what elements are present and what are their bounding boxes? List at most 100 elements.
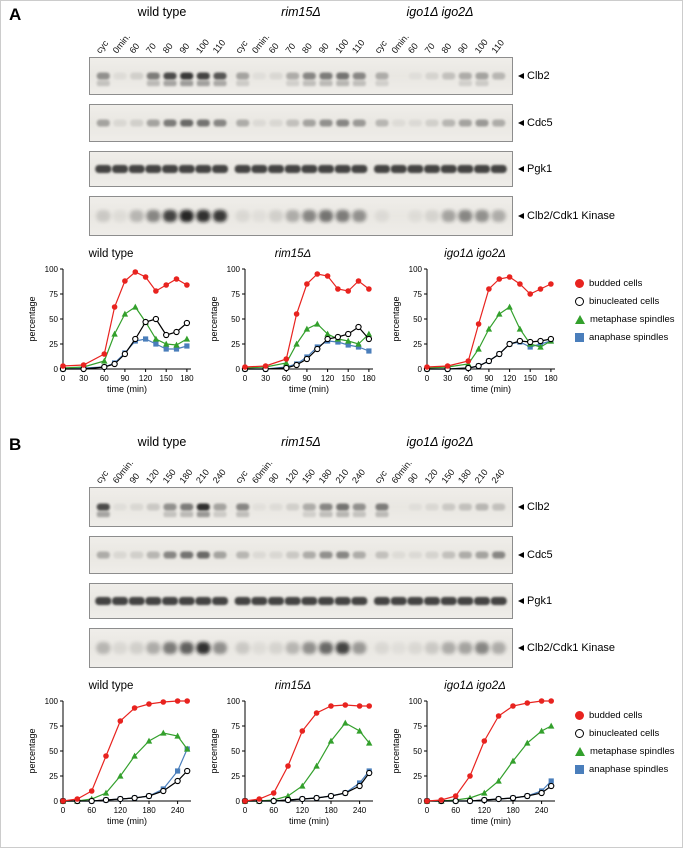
svg-text:70: 70 xyxy=(144,41,158,55)
blot-image xyxy=(89,151,513,187)
svg-text:240: 240 xyxy=(535,806,549,815)
genotype-wild-type: wild type xyxy=(137,435,187,449)
chart-b-rim15: rim15Δ 0 25 50 75 100 0 60 120 180 240 percentage t… xyxy=(209,680,377,827)
svg-text:cyc: cyc xyxy=(94,468,110,485)
svg-text:100: 100 xyxy=(227,265,241,274)
arrowhead-left-icon xyxy=(518,73,524,79)
blot-label: Clb2/Cdk1 Kinase xyxy=(527,210,616,222)
svg-text:50: 50 xyxy=(49,315,58,324)
blot-label: Clb2 xyxy=(527,70,550,82)
panel-b-label: B xyxy=(9,435,22,454)
cdc5-blot xyxy=(89,104,513,142)
blot-label: Cdc5 xyxy=(527,117,553,129)
svg-text:time (min): time (min) xyxy=(289,384,329,394)
svg-text:percentage: percentage xyxy=(391,296,401,341)
svg-text:110: 110 xyxy=(211,38,228,55)
clb2-blot xyxy=(89,57,513,95)
lane-labels-svg: cyc 60min.90 120 150 180 210 240 cyc 60min.90 120… xyxy=(94,458,507,485)
svg-text:percentage: percentage xyxy=(27,296,37,341)
svg-text:time (min): time (min) xyxy=(471,816,511,826)
chart-svg: 0 25 50 75 100 0 30 60 90 120 150 180 percentage time… xyxy=(209,265,376,394)
svg-text:0: 0 xyxy=(243,806,248,815)
svg-text:240: 240 xyxy=(489,467,506,485)
arrowhead-left-icon xyxy=(518,645,524,651)
clb2-blot xyxy=(89,487,513,527)
chart-a-wild-type: wild type 0 25 50 75 100 0 30 60 90 120 150 180 perc… xyxy=(27,248,195,395)
blot-label: Pgk1 xyxy=(527,163,553,175)
series-line xyxy=(63,732,188,802)
svg-text:100: 100 xyxy=(333,37,350,55)
svg-text:90: 90 xyxy=(302,374,311,383)
blot-row-cdc5: Cdc5 xyxy=(89,104,649,142)
svg-text:120: 120 xyxy=(478,806,492,815)
series-line xyxy=(427,725,552,802)
svg-text:cyc: cyc xyxy=(94,38,110,55)
blot-tag-clb2: Clb2 xyxy=(518,501,550,513)
svg-text:110: 110 xyxy=(350,38,367,55)
binucleated-cells-marker-icon xyxy=(575,297,584,306)
clb2-cdk1-kinase-blot xyxy=(89,196,513,236)
svg-text:100: 100 xyxy=(45,265,59,274)
svg-text:25: 25 xyxy=(413,340,422,349)
svg-text:100: 100 xyxy=(409,697,423,706)
svg-text:75: 75 xyxy=(413,722,422,731)
arrowhead-left-icon xyxy=(518,598,524,604)
budded-cells-marker-icon xyxy=(575,279,584,288)
legend-entry-binucleated-cells: binucleated cells xyxy=(575,296,675,307)
arrowhead-left-icon xyxy=(518,213,524,219)
svg-text:25: 25 xyxy=(413,772,422,781)
svg-text:150: 150 xyxy=(161,467,178,485)
svg-text:30: 30 xyxy=(261,374,270,383)
blot-label: Clb2 xyxy=(527,501,550,513)
legend-a: budded cells binucleated cells metaphase… xyxy=(575,278,675,395)
legend-label: anaphase spindles xyxy=(589,332,669,343)
svg-text:90: 90 xyxy=(406,471,420,485)
svg-text:240: 240 xyxy=(353,806,367,815)
svg-text:25: 25 xyxy=(231,772,240,781)
svg-text:60: 60 xyxy=(269,806,278,815)
svg-text:60: 60 xyxy=(127,41,141,55)
svg-text:70: 70 xyxy=(423,41,437,55)
lane-labels-b: cyc 60min. 90 120 150 180 210 240 cyc 60min. 90 120… xyxy=(89,453,649,487)
blot-image xyxy=(89,487,513,527)
svg-text:0: 0 xyxy=(54,365,59,374)
svg-text:210: 210 xyxy=(473,467,490,485)
genotype-rim15: rim15Δ xyxy=(281,435,321,449)
legend-entry-anaphase-spindles: anaphase spindles xyxy=(575,764,675,775)
chart-canvas: 0 25 50 75 100 0 60 120 180 240 percentage time (mi… xyxy=(391,695,559,827)
chart-svg: 0 25 50 75 100 0 60 120 180 240 percentage time (mi… xyxy=(27,697,191,826)
svg-text:percentage: percentage xyxy=(209,728,219,773)
arrowhead-left-icon xyxy=(518,120,524,126)
svg-text:120: 120 xyxy=(144,467,161,485)
svg-text:120: 120 xyxy=(114,806,128,815)
blot-tag-kinase: Clb2/Cdk1 Kinase xyxy=(518,642,615,654)
svg-text:180: 180 xyxy=(456,467,473,485)
svg-text:70: 70 xyxy=(283,41,297,55)
svg-text:30: 30 xyxy=(79,374,88,383)
chart-b-igo1-igo2: igo1Δ igo2Δ 0 25 50 75 100 0 60 120 180 240 percen… xyxy=(391,680,559,827)
svg-text:0: 0 xyxy=(236,365,241,374)
svg-text:180: 180 xyxy=(317,467,334,485)
svg-text:60: 60 xyxy=(282,374,291,383)
blot-column-b: wild type rim15Δ igo1Δ igo2Δ cyc 60min. 90… xyxy=(89,435,649,668)
arrowhead-left-icon xyxy=(518,552,524,558)
panel-a-label: A xyxy=(9,5,22,24)
svg-text:80: 80 xyxy=(300,41,314,55)
series-line xyxy=(63,748,188,802)
charts-row-b: wild type 0 25 50 75 100 0 60 120 180 240 percenta… xyxy=(27,680,682,827)
svg-text:60: 60 xyxy=(451,806,460,815)
svg-text:150: 150 xyxy=(300,467,317,485)
chart-title: rim15Δ xyxy=(274,680,312,692)
svg-text:80: 80 xyxy=(439,41,453,55)
chart-canvas: 0 25 50 75 100 0 30 60 90 120 150 180 percentage time… xyxy=(209,263,377,395)
svg-text:cyc: cyc xyxy=(373,38,389,55)
svg-text:60: 60 xyxy=(267,41,281,55)
blot-tag-pgk1: Pgk1 xyxy=(518,163,552,175)
legend-entry-budded-cells: budded cells xyxy=(575,278,675,289)
blot-row-pgk1: Pgk1 xyxy=(89,583,649,619)
charts-row-a: wild type 0 25 50 75 100 0 30 60 90 120 150 180 perc… xyxy=(27,248,682,395)
svg-text:120: 120 xyxy=(321,374,335,383)
lane-labels-a: cyc 0min. 60 70 80 90 100 110 cyc 0min. 60 70 80 90 10… xyxy=(89,23,649,57)
svg-text:90: 90 xyxy=(267,471,281,485)
